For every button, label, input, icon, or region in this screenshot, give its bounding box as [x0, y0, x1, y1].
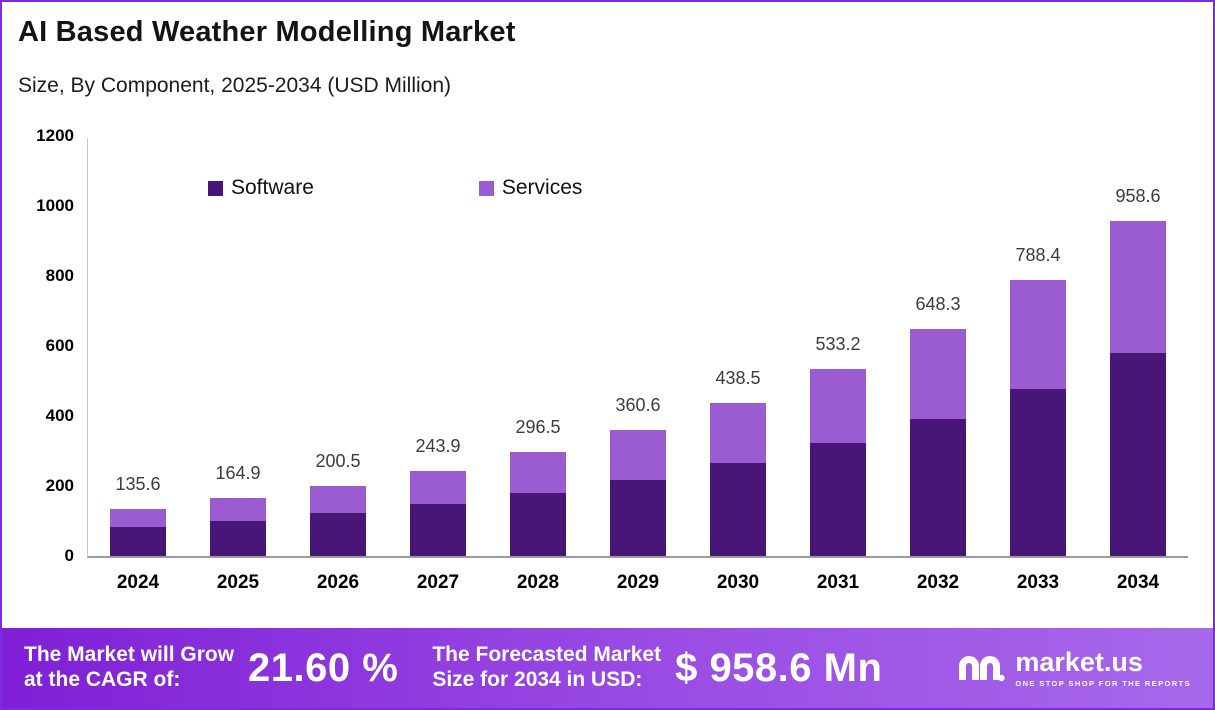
- bar-2025: 164.9 2025: [210, 138, 266, 593]
- market-us-logo-icon: [955, 650, 1006, 687]
- bar-value-label: 533.2: [815, 334, 861, 355]
- legend-item-services: Services: [478, 176, 583, 200]
- bar-2027: 243.9 2027: [410, 138, 466, 593]
- y-axis-tick: 0: [64, 546, 74, 565]
- bar-segment-services: [710, 402, 766, 464]
- legend-item-software: Software: [208, 176, 314, 200]
- bar-value-label: 200.5: [315, 450, 361, 471]
- bar-2028: 296.5 2028: [510, 138, 566, 593]
- bar-chart-plot-area: Software Services 135.6 2024 164.9 2025 200.5…: [36, 126, 1188, 593]
- bar-segment-software: [210, 521, 266, 556]
- bar-value-label: 135.6: [115, 473, 161, 494]
- bar-segment-services: [1110, 220, 1166, 353]
- bar-value-label: 958.6: [1115, 185, 1161, 206]
- bar-segment-services: [910, 329, 966, 419]
- x-axis-label: 2029: [616, 572, 660, 593]
- bar-segment-services: [510, 452, 566, 494]
- cagr-value: 21.60 %: [248, 645, 399, 690]
- x-axis-label: 2032: [916, 572, 960, 593]
- x-axis-label: 2031: [816, 572, 860, 593]
- y-axis-tick: 400: [45, 406, 74, 425]
- bar-segment-software: [610, 479, 666, 556]
- bar-value-label: 648.3: [915, 294, 961, 315]
- legend-swatch-software: [208, 180, 223, 196]
- bar-2034: 958.6 2034: [1110, 138, 1166, 593]
- legend-label: Services: [501, 176, 583, 199]
- bar-segment-software: [310, 513, 366, 556]
- bar-segment-services: [410, 470, 466, 505]
- bars-container: 135.6 2024 164.9 2025 200.5 2026 243.9 2027 296.…: [88, 138, 1188, 593]
- bar-segment-services: [110, 508, 166, 528]
- y-axis-tick: 200: [45, 476, 74, 495]
- forecast-value: $ 958.6 Mn: [675, 645, 883, 690]
- bar-2030: 438.5 2030: [710, 138, 766, 593]
- chart-title: AI Based Weather Modelling Market: [18, 16, 516, 48]
- bar-2032: 648.3 2032: [910, 138, 966, 593]
- bar-segment-software: [110, 527, 166, 556]
- legend: Software Services: [208, 176, 582, 200]
- bar-segment-software: [1010, 389, 1066, 556]
- legend-label: Software: [231, 176, 314, 199]
- legend-swatch-services: [478, 180, 494, 196]
- bar-segment-software: [410, 504, 466, 556]
- brand-name: market.us: [1015, 646, 1143, 677]
- bar-2033: 788.4 2033: [1010, 138, 1066, 593]
- x-axis-label: 2025: [216, 572, 260, 593]
- bar-value-label: 360.6: [615, 394, 661, 415]
- bar-2029: 360.6 2029: [610, 138, 666, 593]
- bar-2024: 135.6 2024: [110, 138, 166, 593]
- x-axis-label: 2028: [516, 572, 560, 593]
- y-axis-tick: 1200: [36, 126, 74, 145]
- bar-value-label: 243.9: [415, 435, 461, 456]
- x-axis-label: 2027: [416, 572, 460, 593]
- x-axis-label: 2024: [116, 572, 160, 593]
- market-us-logo[interactable]: market.us ONE STOP SHOP FOR THE REPORTS: [955, 646, 1191, 688]
- bar-value-label: 788.4: [1015, 245, 1061, 266]
- bar-2026: 200.5 2026: [310, 138, 366, 593]
- y-axis-tick: 1000: [36, 196, 74, 215]
- chart-subtitle: Size, By Component, 2025-2034 (USD Milli…: [18, 74, 452, 97]
- bar-segment-services: [810, 369, 866, 444]
- bar-value-label: 296.5: [515, 417, 561, 438]
- y-axis-tick: 800: [45, 266, 74, 285]
- bar-segment-services: [210, 498, 266, 521]
- x-axis-label: 2033: [1016, 572, 1060, 593]
- bar-value-label: 438.5: [715, 367, 761, 388]
- cagr-label: The Market will Grow at the CAGR of:: [24, 643, 235, 691]
- bar-segment-services: [310, 485, 366, 514]
- bar-segment-software: [910, 418, 966, 556]
- bar-2031: 533.2 2031: [810, 138, 866, 593]
- footer-banner: The Market will Grow at the CAGR of: 21.…: [2, 628, 1213, 708]
- x-axis-label: 2026: [316, 572, 360, 593]
- bar-segment-services: [610, 429, 666, 480]
- bar-segment-software: [510, 493, 566, 556]
- x-axis-label: 2030: [716, 572, 760, 593]
- bar-segment-services: [1010, 280, 1066, 390]
- brand-tagline: ONE STOP SHOP FOR THE REPORTS: [1015, 678, 1191, 688]
- forecast-label: The Forecasted Market Size for 2034 in U…: [432, 643, 662, 691]
- x-axis-label: 2034: [1116, 572, 1160, 593]
- y-axis-tick: 600: [45, 336, 74, 355]
- bar-value-label: 164.9: [215, 463, 261, 484]
- bar-segment-software: [1110, 353, 1166, 556]
- bar-segment-software: [810, 443, 866, 556]
- bar-segment-software: [710, 463, 766, 556]
